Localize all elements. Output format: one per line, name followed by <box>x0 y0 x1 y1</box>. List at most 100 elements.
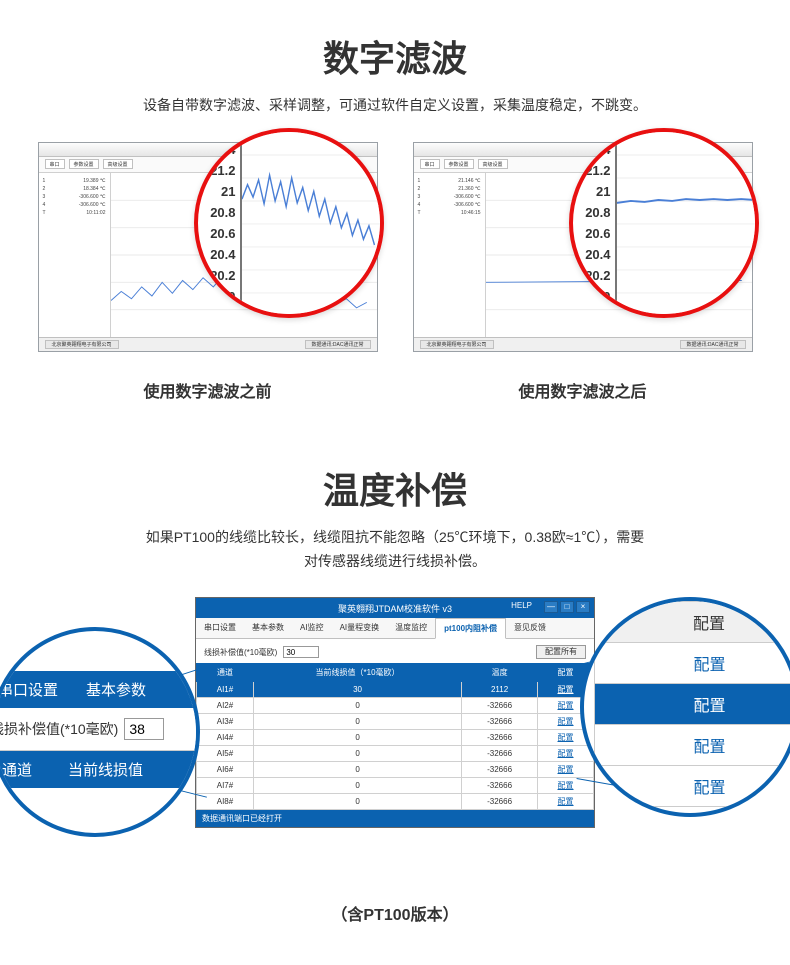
tab[interactable]: 意见反馈 <box>506 618 554 638</box>
status-text: 北京聚英翱翔电子有限公司 <box>45 340 119 349</box>
tab[interactable]: 串口设置 <box>0 671 72 708</box>
config-link[interactable]: 配置 <box>538 794 594 810</box>
config-link[interactable]: 配置 <box>538 762 594 778</box>
cell: 0 <box>253 762 461 778</box>
magnifier-before: 21.421.22120.820.620.420.220 <box>194 128 384 318</box>
mag-right-row: 配置 <box>594 725 790 766</box>
toolbar-btn[interactable]: 参数设置 <box>444 159 474 169</box>
table-row: AI4#0-32666配置 <box>197 730 594 746</box>
side-row: 4-306.600 ℃ <box>43 201 106 209</box>
caption-after: 使用数字滤波之后 <box>413 378 753 402</box>
comp-table: 通道当前线损值（*10毫欧）温度配置 AI1#302112配置AI2#0-326… <box>196 663 594 810</box>
magnifier-after: 21.421.22120.820.620.420.220 <box>569 128 759 318</box>
col-head: 当前线损值 <box>50 751 161 788</box>
config-all-button[interactable]: 配置所有 <box>536 645 586 659</box>
table-row: AI7#0-32666配置 <box>197 778 594 794</box>
toolbar-btn[interactable]: 串口 <box>45 159 65 169</box>
ytick: 20.2 <box>198 268 236 283</box>
cell: 0 <box>253 778 461 794</box>
cell: -32666 <box>462 746 538 762</box>
config-link[interactable]: 配置 <box>594 725 790 765</box>
toolbar-btn[interactable]: 参数设置 <box>69 159 99 169</box>
magnifier-right: 配置配置配置配置配置配置 <box>580 597 790 817</box>
software-window: 聚英翱翔JTDAM校准软件 v3 HELP — □ × 串口设置基本参数AI监控… <box>195 597 595 828</box>
form-row: 线损补偿值(*10毫欧) 配置所有 <box>196 639 594 663</box>
statusbar: 北京聚英翱翔电子有限公司 数据通讯:DAC通讯正常 <box>39 337 377 351</box>
ytick: 20.4 <box>573 247 611 262</box>
side-row: 4-306.600 ℃ <box>418 201 481 209</box>
cell: 0 <box>253 714 461 730</box>
caption-before: 使用数字滤波之前 <box>38 378 378 402</box>
cell: AI7# <box>197 778 254 794</box>
side-row: 119.389 ℃ <box>43 177 106 185</box>
cell: AI5# <box>197 746 254 762</box>
side-row: 3-306.600 ℃ <box>43 193 106 201</box>
config-link[interactable]: 配置 <box>594 684 790 724</box>
config-link[interactable]: 配置 <box>594 766 790 806</box>
min-icon[interactable]: — <box>544 601 558 613</box>
side-row: 218.384 ℃ <box>43 185 106 193</box>
mag-right-row: 配置 <box>594 766 790 807</box>
ytick: 20.6 <box>573 226 611 241</box>
side-row: T10:11:02 <box>43 209 106 217</box>
tabs: 串口设置基本参数AI监控AI量程变换温度监控pt100内阻补偿意见反馈 <box>196 618 594 639</box>
toolbar-btn[interactable]: 高级设置 <box>478 159 508 169</box>
ytick: 20.4 <box>198 247 236 262</box>
mag-left-input[interactable] <box>124 718 164 740</box>
ytick: 20 <box>573 289 611 304</box>
close-icon[interactable]: × <box>576 601 590 613</box>
tab[interactable]: pt100内阻补偿 <box>435 618 506 639</box>
mag-right-row: 配置 <box>594 684 790 725</box>
ytick: 20.6 <box>198 226 236 241</box>
compare-after: 串口 参数设置 高级设置 121.146 ℃221.360 ℃3-306.600… <box>413 142 753 402</box>
ytick: 21.4 <box>573 142 611 157</box>
section1-title: 数字滤波 <box>0 30 790 82</box>
table-row: AI1#302112配置 <box>197 682 594 698</box>
side-row: T10:46:15 <box>418 209 481 217</box>
ytick: 21 <box>198 184 236 199</box>
tab[interactable]: 串口设置 <box>196 618 244 638</box>
ytick: 20 <box>198 289 236 304</box>
cell: AI4# <box>197 730 254 746</box>
tab[interactable]: 基本参数 <box>72 671 160 708</box>
ytick: 21.2 <box>573 163 611 178</box>
magnifier-left: 串口设置 基本参数 线损补偿值(*10毫欧) 通道 当前线损值 <box>0 627 200 837</box>
mag-yaxis: 21.421.22120.820.620.420.220 <box>198 132 242 314</box>
tab[interactable]: AI监控 <box>292 618 332 638</box>
col-head: 通道 <box>0 751 50 788</box>
side-row: 3-306.600 ℃ <box>418 193 481 201</box>
ytick: 21 <box>573 184 611 199</box>
max-icon[interactable]: □ <box>560 601 574 613</box>
ytick: 20.8 <box>198 205 236 220</box>
status-text: 数据通讯:DAC通讯正常 <box>680 340 746 349</box>
tab[interactable]: 基本参数 <box>244 618 292 638</box>
cell: 0 <box>253 794 461 810</box>
table-row: AI2#0-32666配置 <box>197 698 594 714</box>
tab[interactable]: 温度监控 <box>387 618 435 638</box>
config-link[interactable]: 配置 <box>594 643 790 683</box>
config-link[interactable]: 配置 <box>594 807 790 817</box>
cell: -32666 <box>462 762 538 778</box>
side-row: 121.146 ℃ <box>418 177 481 185</box>
config-link[interactable]: 配置 <box>538 746 594 762</box>
side-panel: 121.146 ℃221.360 ℃3-306.600 ℃4-306.600 ℃… <box>414 173 486 337</box>
cell: 0 <box>253 698 461 714</box>
col-head: 温度 <box>462 664 538 682</box>
cell: -32666 <box>462 698 538 714</box>
tab[interactable]: AI量程变换 <box>332 618 388 638</box>
help-link[interactable]: HELP <box>511 601 532 610</box>
ytick: 21.2 <box>198 163 236 178</box>
status-text: 北京聚英翱翔电子有限公司 <box>420 340 494 349</box>
form-input[interactable] <box>283 646 319 658</box>
cell: 0 <box>253 730 461 746</box>
toolbar-btn[interactable]: 高级设置 <box>103 159 133 169</box>
table-row: AI6#0-32666配置 <box>197 762 594 778</box>
cell: -32666 <box>462 778 538 794</box>
cell: AI6# <box>197 762 254 778</box>
section2-title: 温度补偿 <box>0 462 790 514</box>
compare-row: 串口 参数设置 高级设置 119.389 ℃218.384 ℃3-306.600… <box>0 142 790 402</box>
statusbar: 北京聚英翱翔电子有限公司 数据通讯:DAC通讯正常 <box>414 337 752 351</box>
toolbar-btn[interactable]: 串口 <box>420 159 440 169</box>
cell: 30 <box>253 682 461 698</box>
side-row: 221.360 ℃ <box>418 185 481 193</box>
